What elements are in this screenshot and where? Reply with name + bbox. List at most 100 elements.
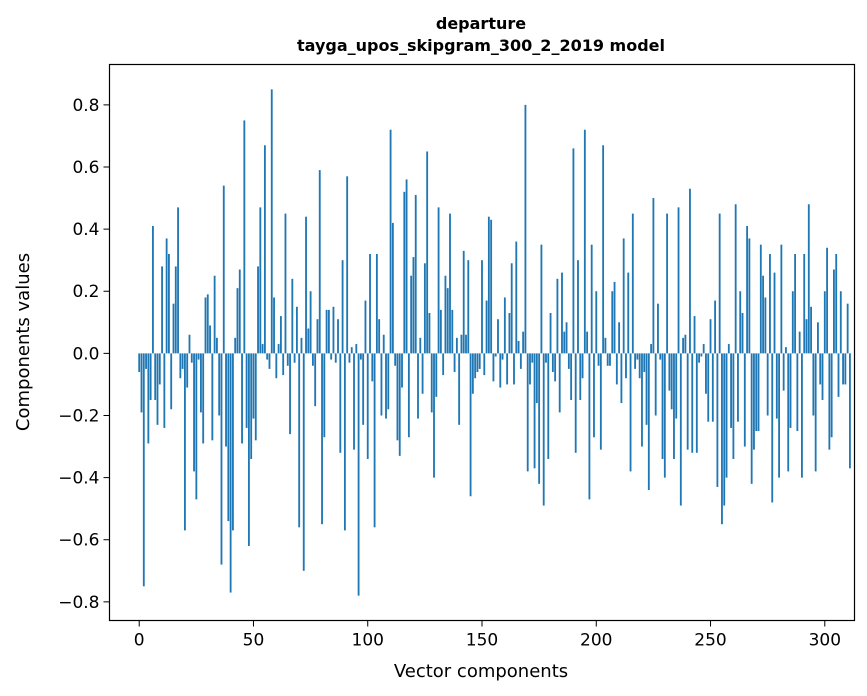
bar bbox=[215, 337, 218, 354]
plot-frame bbox=[108, 63, 856, 622]
bar bbox=[814, 353, 817, 472]
bar bbox=[810, 306, 812, 354]
bar bbox=[353, 353, 355, 450]
bar bbox=[586, 331, 589, 354]
bar bbox=[826, 247, 828, 354]
bar bbox=[714, 300, 717, 354]
bar bbox=[780, 244, 783, 354]
bar bbox=[412, 257, 415, 354]
bar bbox=[423, 263, 426, 354]
bar bbox=[391, 222, 394, 354]
bar bbox=[666, 213, 669, 354]
bar bbox=[609, 353, 611, 366]
bar bbox=[558, 353, 561, 413]
bar bbox=[817, 322, 819, 354]
bar bbox=[659, 353, 662, 360]
bar bbox=[549, 312, 552, 354]
bar bbox=[177, 207, 179, 354]
bar bbox=[775, 353, 778, 419]
bar bbox=[266, 353, 269, 360]
bar bbox=[197, 353, 200, 360]
bar bbox=[343, 353, 346, 531]
bar bbox=[341, 260, 344, 354]
bar bbox=[227, 353, 230, 522]
bar bbox=[595, 291, 598, 354]
bar bbox=[753, 353, 755, 450]
x-axis-ticks: 0 50 100 150 200 250 300 bbox=[134, 620, 841, 651]
bar bbox=[757, 353, 760, 432]
bar bbox=[250, 353, 253, 459]
bar bbox=[762, 275, 764, 354]
y-tick-label: 0.2 bbox=[72, 282, 99, 302]
bar bbox=[398, 353, 401, 456]
bar bbox=[743, 353, 746, 447]
bar bbox=[321, 353, 323, 525]
bar bbox=[307, 328, 310, 354]
bar bbox=[801, 353, 803, 478]
bar bbox=[796, 353, 799, 432]
bar bbox=[455, 337, 458, 354]
bar bbox=[529, 353, 531, 385]
bar bbox=[846, 303, 849, 354]
chart-title: departure bbox=[436, 14, 526, 33]
bar bbox=[791, 291, 794, 354]
bar bbox=[590, 244, 593, 354]
bar bbox=[188, 334, 191, 354]
bar bbox=[334, 353, 337, 363]
bar bbox=[170, 353, 173, 410]
bar bbox=[679, 353, 682, 506]
bar bbox=[734, 204, 737, 354]
bar bbox=[579, 353, 582, 400]
bar bbox=[439, 309, 442, 354]
bar bbox=[174, 266, 177, 354]
bar bbox=[593, 353, 595, 438]
bar bbox=[711, 353, 714, 422]
bar bbox=[709, 319, 712, 354]
bar bbox=[403, 191, 406, 354]
bar bbox=[769, 253, 771, 354]
x-tick-label: 0 bbox=[134, 631, 145, 651]
bar bbox=[490, 219, 493, 354]
bar bbox=[526, 353, 529, 472]
bar bbox=[789, 353, 792, 428]
bar bbox=[204, 297, 207, 354]
y-axis-ticks: −0.8 −0.6 −0.4 −0.2 0.0 0.2 0.4 0.6 0.8 bbox=[58, 96, 110, 613]
bar bbox=[437, 207, 440, 354]
bar bbox=[654, 353, 657, 416]
bar bbox=[588, 353, 591, 500]
bar bbox=[380, 353, 383, 416]
bar bbox=[277, 344, 280, 354]
x-tick-label: 50 bbox=[243, 631, 265, 651]
bar bbox=[771, 353, 774, 503]
bar bbox=[254, 353, 257, 441]
bar bbox=[723, 353, 726, 506]
bar bbox=[291, 278, 294, 354]
bar bbox=[181, 353, 184, 369]
bar bbox=[158, 353, 161, 385]
bar bbox=[318, 170, 321, 354]
bar bbox=[698, 353, 701, 363]
bar bbox=[842, 353, 844, 385]
bar bbox=[314, 353, 317, 407]
bar bbox=[252, 353, 255, 419]
bar bbox=[839, 291, 842, 354]
bar bbox=[337, 319, 339, 354]
bar bbox=[394, 353, 397, 366]
y-tick-label: 0.0 bbox=[72, 344, 99, 364]
bar bbox=[759, 244, 762, 354]
bar bbox=[161, 266, 163, 354]
x-tick-label: 200 bbox=[580, 631, 612, 651]
bar bbox=[689, 188, 691, 354]
bar bbox=[193, 353, 195, 472]
bar bbox=[451, 309, 454, 354]
bar bbox=[805, 319, 808, 354]
bar bbox=[231, 353, 234, 531]
bar bbox=[145, 353, 147, 369]
bar bbox=[844, 353, 847, 385]
bar bbox=[819, 353, 822, 385]
bar bbox=[718, 213, 721, 354]
bar bbox=[675, 353, 678, 419]
bar bbox=[748, 238, 751, 354]
bar bbox=[405, 179, 408, 354]
bar bbox=[494, 353, 497, 357]
